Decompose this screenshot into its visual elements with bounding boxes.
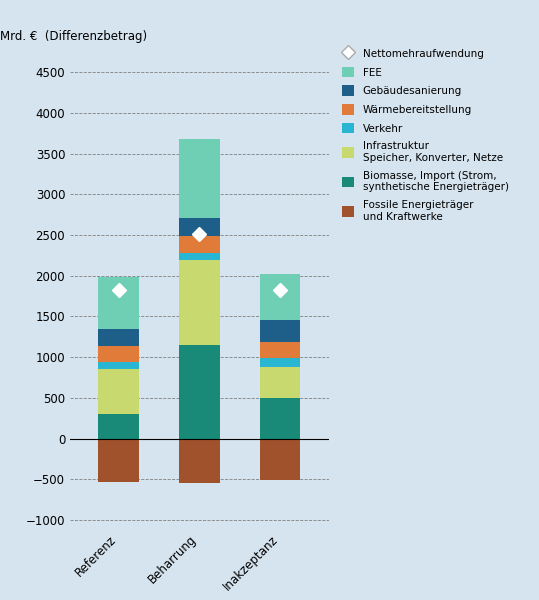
- Bar: [99, 414, 139, 439]
- Bar: [260, 341, 301, 358]
- Bar: [260, 320, 301, 341]
- Bar: [179, 345, 220, 439]
- Bar: [179, 253, 220, 260]
- Bar: [99, 346, 139, 362]
- Bar: [260, 274, 301, 320]
- Bar: [260, 398, 301, 439]
- Bar: [99, 329, 139, 346]
- Bar: [99, 439, 139, 482]
- Bar: [99, 277, 139, 329]
- Bar: [179, 439, 220, 483]
- Bar: [260, 358, 301, 367]
- Bar: [179, 260, 220, 345]
- Bar: [99, 370, 139, 414]
- Text: Mrd. €  (Differenzbetrag): Mrd. € (Differenzbetrag): [0, 30, 147, 43]
- Bar: [179, 236, 220, 253]
- Bar: [99, 362, 139, 370]
- Bar: [260, 367, 301, 398]
- Legend: Nettomehraufwendung, FEE, Gebäudesanierung, Wärmebereitstellung, Verkehr, Infras: Nettomehraufwendung, FEE, Gebäudesanieru…: [342, 48, 509, 222]
- Bar: [179, 218, 220, 236]
- Bar: [179, 139, 220, 218]
- Bar: [260, 439, 301, 480]
